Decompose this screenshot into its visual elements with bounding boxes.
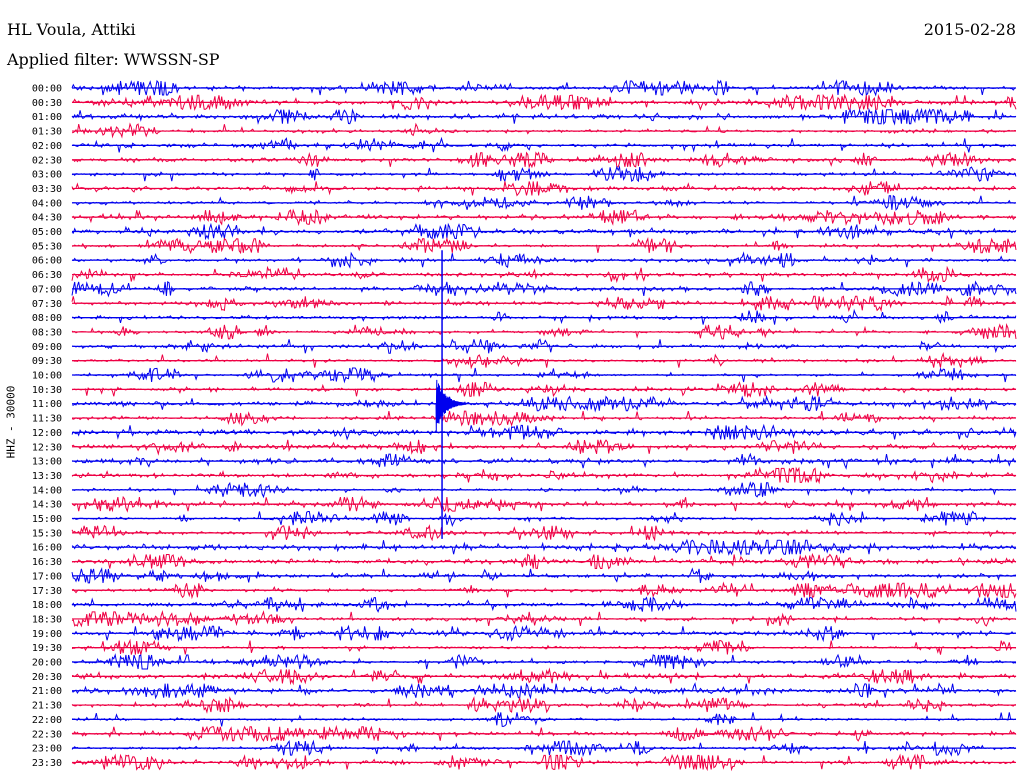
tick-label: 17:00 [32,571,62,582]
tick-label: 07:30 [32,299,62,310]
tick-label: 18:00 [32,600,62,611]
tick-label: 20:00 [32,658,62,669]
tick-label: 22:30 [32,729,62,740]
tick-label: 06:30 [32,270,62,281]
tick-label: 03:30 [32,184,62,195]
seismic-trace [71,410,1017,427]
tick-label: 06:00 [32,256,62,267]
tick-label: 15:30 [32,528,62,539]
seismic-trace [71,208,1017,227]
tick-label: 02:00 [32,141,62,152]
tick-label: 12:30 [32,442,62,453]
tick-label: 19:00 [32,629,62,640]
tick-label: 11:30 [32,414,62,425]
tick-label: 10:00 [32,371,62,382]
tick-label: 03:00 [32,170,62,181]
tick-label: 02:30 [32,155,62,166]
seismic-trace [71,93,1017,112]
earthquake-waveform [435,379,467,431]
seismic-trace [71,280,1017,298]
tick-label: 01:00 [32,112,62,123]
tick-label: 04:00 [32,198,62,209]
tick-label: 00:30 [32,98,62,109]
tick-label: 18:30 [32,614,62,625]
date-label: 2015-02-28 [923,20,1016,39]
tick-label: 23:30 [32,758,62,769]
tick-label: 05:00 [32,227,62,238]
tick-label: 21:30 [32,701,62,712]
filter-label: Applied filter: WWSSN-SP [7,50,220,70]
tick-label-group: 00:00 00:30 01:00 01:30 02:00 02:30 03:00 03:30… [32,84,62,769]
tick-label: 07:00 [32,284,62,295]
trace-group [71,79,1017,772]
tick-label: 13:30 [32,471,62,482]
seismic-trace [71,682,1017,700]
tick-label: 16:30 [32,557,62,568]
filter-label-text: Applied filter: [7,50,119,69]
tick-label: 12:00 [32,428,62,439]
tick-label: 23:00 [32,744,62,755]
tick-label: 04:30 [32,213,62,224]
seismic-trace [71,222,1017,241]
tick-label: 14:30 [32,500,62,511]
tick-label: 14:00 [32,485,62,496]
tick-label: 17:30 [32,586,62,597]
filter-value: WWSSN-SP [123,50,220,69]
tick-label: 08:00 [32,313,62,324]
tick-label: 19:30 [32,643,62,654]
station-title: HL Voula, Attiki [7,20,136,39]
tick-label: 00:00 [32,84,62,95]
tick-label: 16:00 [32,543,62,554]
tick-label: 11:00 [32,399,62,410]
tick-label: 15:00 [32,514,62,525]
tick-label: 05:30 [32,241,62,252]
tick-label: 10:30 [32,385,62,396]
tick-label: 20:30 [32,672,62,683]
seismic-trace [71,122,1017,139]
tick-label: 08:30 [32,327,62,338]
tick-label: 09:30 [32,356,62,367]
tick-label: 21:00 [32,686,62,697]
tick-label: 22:00 [32,715,62,726]
tick-label: 01:30 [32,127,62,138]
tick-label: 13:00 [32,457,62,468]
tick-label: 09:00 [32,342,62,353]
